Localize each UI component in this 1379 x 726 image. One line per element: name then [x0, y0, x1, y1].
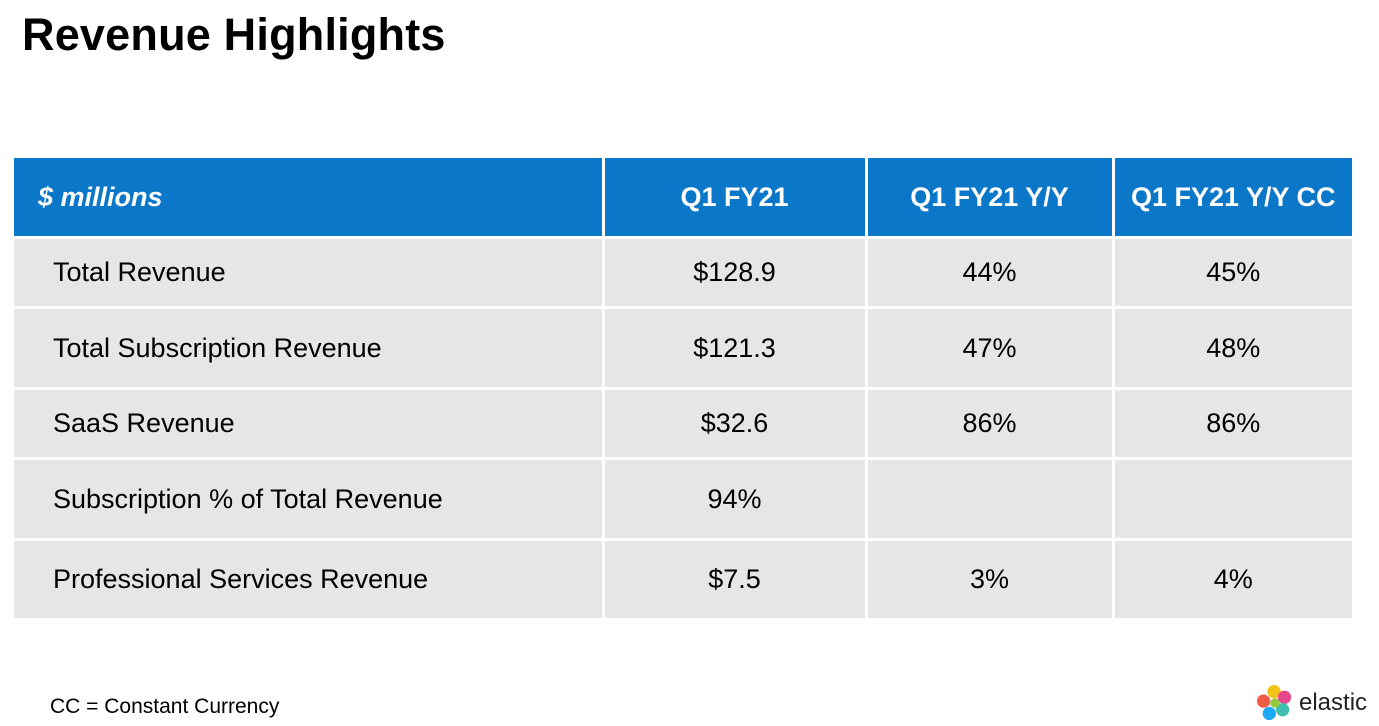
cell-q1-fy21: $128.9: [603, 236, 868, 308]
cell-yy-cc: 86%: [1113, 387, 1352, 459]
cell-q1-fy21: $121.3: [603, 306, 868, 389]
page-title: Revenue Highlights: [22, 9, 446, 60]
column-header-q1-fy21: Q1 FY21: [603, 158, 868, 238]
revenue-table: $ millions Q1 FY21 Q1 FY21 Y/Y Q1 FY21 Y…: [14, 158, 1352, 618]
cell-q1-fy21: $7.5: [603, 538, 868, 618]
column-header-q1-fy21-yy-cc: Q1 FY21 Y/Y CC: [1113, 158, 1352, 238]
row-label: Total Subscription Revenue: [14, 306, 605, 389]
row-label: Professional Services Revenue: [14, 538, 605, 618]
table-header-row: $ millions Q1 FY21 Q1 FY21 Y/Y Q1 FY21 Y…: [14, 158, 1352, 238]
table-row: SaaS Revenue $32.6 86% 86%: [14, 387, 1352, 459]
table-row: Total Subscription Revenue $121.3 47% 48…: [14, 306, 1352, 389]
table-row: Professional Services Revenue $7.5 3% 4%: [14, 538, 1352, 618]
cell-yy-cc: 48%: [1113, 306, 1352, 389]
table-row: Subscription % of Total Revenue 94%: [14, 457, 1352, 540]
row-label: Subscription % of Total Revenue: [14, 457, 605, 540]
column-header-q1-fy21-yy: Q1 FY21 Y/Y: [866, 158, 1115, 238]
elastic-logo-icon: [1256, 684, 1292, 721]
column-header-units: $ millions: [14, 158, 605, 238]
cell-yy: 47%: [866, 306, 1115, 389]
cell-q1-fy21: $32.6: [603, 387, 868, 459]
cell-q1-fy21: 94%: [603, 457, 868, 540]
cell-yy-cc: 4%: [1113, 538, 1352, 618]
table-row: Total Revenue $128.9 44% 45%: [14, 236, 1352, 308]
cell-yy: [866, 457, 1115, 540]
cell-yy: 86%: [866, 387, 1115, 459]
cell-yy: 3%: [866, 538, 1115, 618]
footnote: CC = Constant Currency: [50, 695, 280, 718]
cell-yy: 44%: [866, 236, 1115, 308]
row-label: Total Revenue: [14, 236, 605, 308]
cell-yy-cc: 45%: [1113, 236, 1352, 308]
elastic-logo: elastic: [1256, 683, 1372, 723]
logo-text: elastic: [1299, 689, 1368, 716]
cell-yy-cc: [1113, 457, 1352, 540]
row-label: SaaS Revenue: [14, 387, 605, 459]
